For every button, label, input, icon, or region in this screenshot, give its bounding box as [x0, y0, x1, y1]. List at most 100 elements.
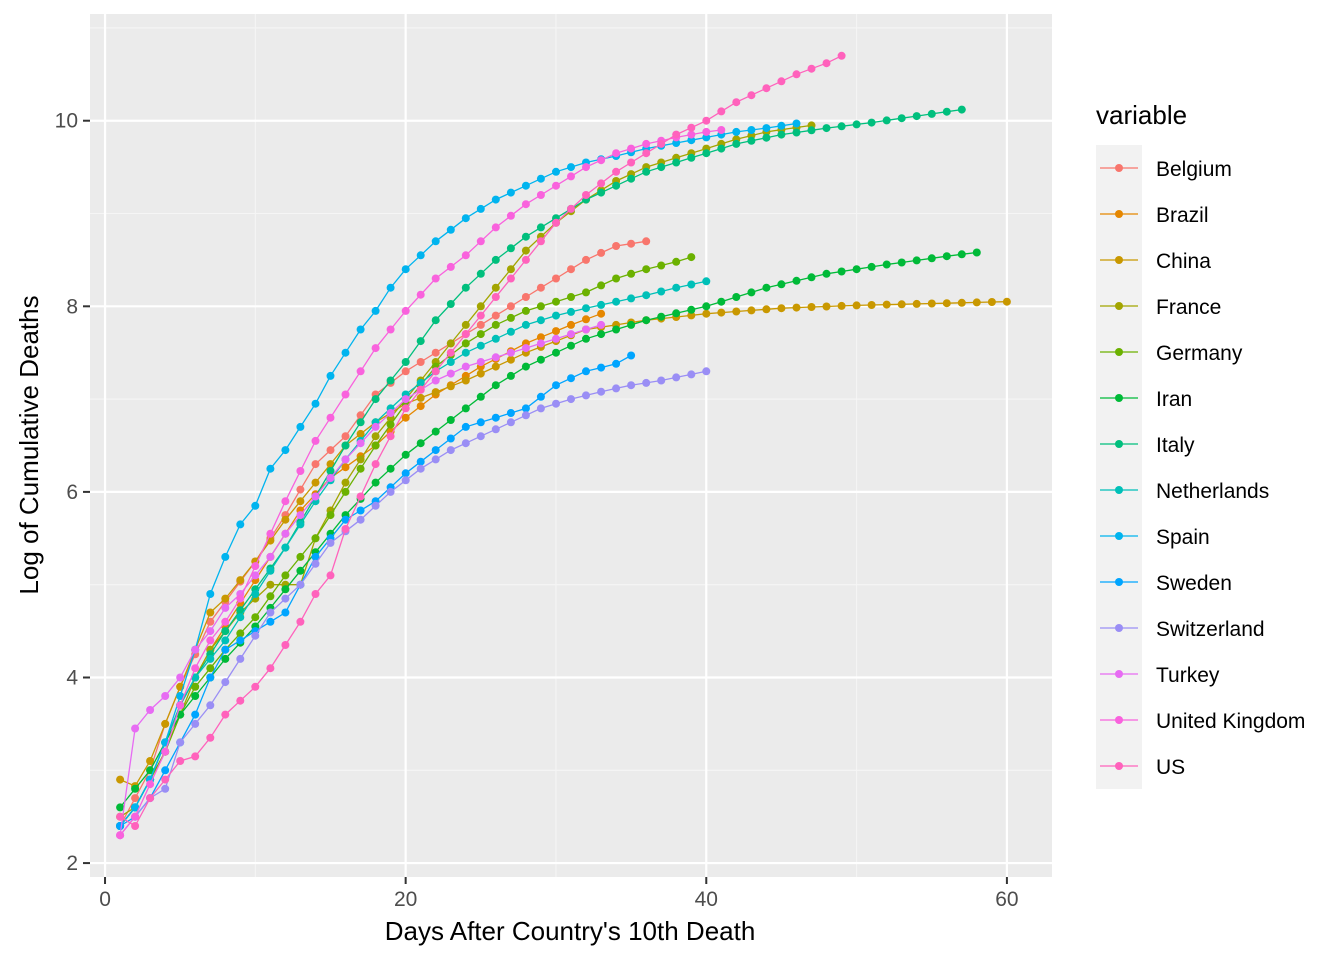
data-point	[582, 288, 590, 297]
data-point	[927, 299, 936, 308]
data-point	[942, 107, 951, 116]
data-point	[567, 204, 575, 213]
data-point	[356, 325, 365, 334]
data-point	[431, 446, 440, 455]
series-layer	[116, 51, 1011, 840]
data-point	[687, 253, 696, 262]
legend-label: Switzerland	[1156, 618, 1265, 641]
data-point	[702, 367, 711, 376]
data-point	[296, 485, 305, 494]
data-point	[371, 478, 380, 487]
data-point	[521, 306, 530, 315]
legend-key-point	[1115, 210, 1123, 218]
data-point	[221, 594, 230, 603]
data-point	[702, 277, 711, 286]
data-point	[221, 552, 230, 561]
data-point	[717, 144, 726, 153]
data-point	[747, 136, 756, 145]
data-point	[296, 520, 305, 529]
data-point	[612, 181, 621, 190]
data-point	[612, 384, 621, 393]
data-point	[326, 460, 335, 469]
data-point	[762, 84, 771, 93]
legend-label: Netherlands	[1156, 480, 1269, 503]
data-point	[401, 404, 410, 413]
data-point	[597, 309, 606, 318]
data-point	[687, 153, 696, 162]
x-tick-label: 20	[394, 888, 417, 911]
data-point	[401, 476, 410, 485]
data-point	[582, 391, 590, 400]
data-point	[552, 327, 560, 336]
data-point	[281, 585, 290, 594]
data-point	[897, 300, 906, 309]
data-point	[882, 116, 891, 125]
data-point	[431, 316, 440, 325]
data-point	[176, 757, 185, 765]
data-point	[371, 441, 380, 450]
legend-key-point	[1115, 256, 1123, 264]
data-point	[536, 237, 545, 246]
data-point	[296, 467, 305, 475]
data-point	[777, 77, 786, 86]
y-tick-label: 8	[66, 295, 78, 318]
data-point	[672, 373, 681, 382]
data-point	[897, 258, 906, 267]
data-point	[536, 339, 545, 348]
data-point	[416, 464, 425, 473]
data-point	[296, 422, 305, 431]
legend-item-sweden: Sweden	[1096, 559, 1232, 605]
data-point	[536, 174, 545, 183]
data-point	[567, 163, 575, 172]
data-point	[822, 59, 831, 68]
data-point	[191, 664, 200, 673]
data-point	[506, 371, 515, 380]
data-point	[777, 121, 786, 130]
data-point	[341, 390, 350, 399]
data-point	[476, 330, 485, 339]
data-point	[206, 654, 215, 663]
data-point	[401, 306, 410, 315]
x-tick-label: 60	[995, 888, 1018, 911]
data-point	[536, 223, 545, 232]
data-point	[461, 348, 470, 357]
data-point	[762, 133, 771, 142]
data-point	[446, 358, 455, 366]
data-point	[431, 427, 440, 436]
legend-label: United Kingdom	[1156, 710, 1305, 733]
data-point	[221, 678, 230, 687]
data-point	[146, 706, 155, 714]
grid-major	[90, 14, 1052, 877]
data-point	[927, 109, 936, 118]
data-point	[807, 303, 816, 311]
data-point	[191, 710, 200, 719]
legend-item-spain: Spain	[1096, 513, 1210, 559]
data-point	[912, 299, 921, 308]
data-point	[416, 457, 425, 466]
x-tick-label: 40	[695, 888, 718, 911]
data-point	[597, 363, 606, 372]
data-point	[612, 274, 621, 283]
legend-label: Sweden	[1156, 572, 1232, 595]
data-point	[567, 395, 575, 404]
data-point	[116, 803, 125, 812]
data-point	[912, 112, 921, 121]
data-point	[747, 288, 756, 297]
x-tick-label: 0	[99, 888, 111, 911]
data-point	[236, 696, 245, 705]
data-point	[236, 629, 245, 638]
data-point	[296, 511, 305, 520]
data-point	[311, 399, 320, 408]
data-point	[386, 420, 395, 429]
data-point	[281, 641, 290, 649]
data-point	[161, 766, 170, 775]
data-point	[582, 367, 590, 376]
data-point	[326, 413, 335, 422]
data-point	[461, 214, 470, 223]
legend-item-turkey: Turkey	[1096, 651, 1220, 697]
data-point	[281, 608, 290, 617]
data-point	[401, 265, 410, 274]
data-point	[552, 181, 560, 190]
data-point	[506, 327, 515, 336]
